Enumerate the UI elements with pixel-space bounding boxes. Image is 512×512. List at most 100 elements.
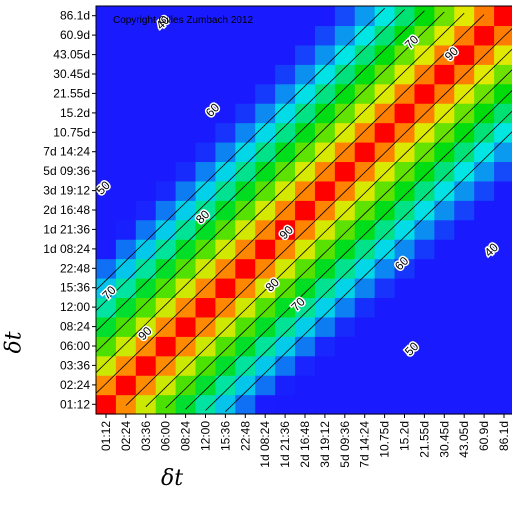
heatmap-cell	[235, 142, 256, 163]
heatmap-cell	[434, 297, 455, 318]
y-tick-label: 1d 21:36	[43, 222, 90, 236]
heatmap-cell	[334, 122, 356, 143]
heatmap-cell	[115, 278, 137, 299]
heatmap-cell	[175, 6, 197, 27]
heatmap-cell	[135, 103, 157, 124]
heatmap-cell	[155, 103, 177, 124]
heatmap-cell	[474, 122, 495, 143]
heatmap-cell	[96, 83, 117, 104]
heatmap-cell	[434, 44, 455, 65]
heatmap-cell	[334, 219, 356, 240]
heatmap-cell	[474, 44, 495, 65]
x-tick-label: 1d 08:24	[258, 421, 272, 468]
heatmap-cell	[275, 316, 296, 337]
heatmap-cell	[96, 355, 117, 376]
heatmap-cell	[394, 161, 416, 182]
y-tick-label: 01:12	[60, 397, 90, 411]
heatmap-cell	[494, 6, 512, 27]
heatmap-cell	[275, 297, 296, 318]
heatmap-cell	[175, 336, 197, 357]
heatmap-cell	[235, 103, 256, 124]
heatmap-cell	[394, 6, 416, 27]
heatmap-cell	[115, 200, 137, 221]
heatmap-cell	[175, 375, 197, 396]
heatmap-cell	[314, 219, 336, 240]
heatmap-cell	[115, 336, 137, 357]
heatmap-cell	[155, 180, 177, 201]
x-tick-label: 60.9d	[477, 421, 491, 451]
heatmap-cell	[195, 297, 217, 318]
heatmap-cell	[235, 355, 256, 376]
heatmap-cell	[275, 44, 296, 65]
heatmap-cell	[115, 239, 137, 260]
heatmap-cell	[414, 44, 435, 65]
heatmap-cell	[314, 6, 336, 27]
x-tick-label: 08:24	[179, 421, 193, 451]
heatmap-cell	[394, 25, 416, 46]
heatmap-cell	[135, 258, 157, 279]
heatmap-cell	[275, 180, 296, 201]
heatmap-cell	[314, 122, 336, 143]
heatmap-cell	[454, 278, 475, 299]
heatmap-cell	[235, 394, 256, 415]
heatmap-cell	[215, 336, 236, 357]
heatmap-cell	[255, 375, 276, 396]
y-tick-label: 21.55d	[53, 86, 90, 100]
heatmap-cell	[414, 336, 435, 357]
heatmap-cell	[494, 180, 512, 201]
heatmap-cell	[334, 161, 356, 182]
heatmap-cell	[195, 375, 217, 396]
contour-line-70	[165, 69, 512, 409]
heatmap-cell	[135, 6, 157, 27]
heatmap-cells	[96, 6, 512, 415]
heatmap-cell	[195, 258, 217, 279]
heatmap-cell	[175, 44, 197, 65]
heatmap-cell	[414, 83, 435, 104]
heatmap-cell	[434, 394, 455, 415]
heatmap-cell	[354, 297, 376, 318]
heatmap-cell	[494, 25, 512, 46]
heatmap-cell	[175, 200, 197, 221]
heatmap-cell	[414, 297, 435, 318]
heatmap-cell	[115, 64, 137, 85]
heatmap-cell	[494, 142, 512, 163]
heatmap-cell	[354, 394, 376, 415]
x-tick-label: 86.1d	[497, 421, 511, 451]
heatmap-cell	[394, 44, 416, 65]
contour-line-80	[145, 48, 512, 408]
heatmap-cell	[434, 239, 455, 260]
heatmap-cell	[394, 180, 416, 201]
x-axis-label: δt	[160, 466, 184, 491]
heatmap-cell	[255, 103, 276, 124]
heatmap-cell	[155, 83, 177, 104]
x-axis-ticks: 01:12 02:24 03:36 06:00 08:24 12:00 15:36 22:48…	[99, 414, 511, 468]
heatmap-cell	[314, 278, 336, 299]
y-tick-label: 08:24	[60, 320, 90, 334]
heatmap-cell	[135, 219, 157, 240]
heatmap-cell	[215, 6, 236, 27]
heatmap-cell	[374, 297, 396, 318]
heatmap-cell	[235, 336, 256, 357]
heatmap-cell	[155, 44, 177, 65]
heatmap-cell	[155, 6, 177, 27]
x-tick-label: 3d 19:12	[318, 421, 332, 468]
heatmap-cell	[394, 355, 416, 376]
x-tick-label: 30.45d	[437, 421, 451, 458]
heatmap-cell	[195, 142, 217, 163]
heatmap-cell	[434, 336, 455, 357]
heatmap-cell	[255, 200, 276, 221]
y-tick-label: 30.45d	[53, 67, 90, 81]
heatmap-cell	[374, 258, 396, 279]
heatmap-cell	[235, 258, 256, 279]
heatmap-cell	[175, 239, 197, 260]
heatmap-cell	[354, 258, 376, 279]
heatmap-cell	[374, 142, 396, 163]
heatmap-cell	[295, 180, 316, 201]
heatmap-cell	[96, 6, 117, 27]
heatmap-cell	[434, 103, 455, 124]
heatmap-cell	[155, 394, 177, 415]
heatmap-cell	[255, 297, 276, 318]
heatmap-cell	[175, 122, 197, 143]
heatmap-cell	[195, 316, 217, 337]
